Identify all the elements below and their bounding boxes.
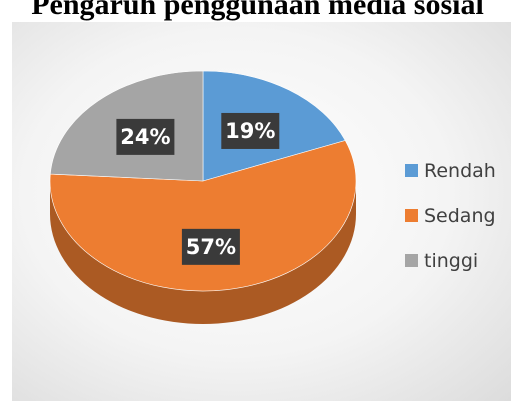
data-label-text: 57% — [186, 235, 236, 259]
data-label-tinggi: 24% — [116, 118, 175, 155]
data-label-box — [116, 118, 175, 155]
legend-label: tinggi — [424, 249, 479, 272]
legend-swatch — [405, 164, 418, 177]
pie-side-sedang — [50, 181, 356, 324]
legend-label: Sedang — [424, 204, 496, 227]
pie-slice-sedang — [49, 140, 357, 292]
chart-title: Pengaruh penggunaan media sosial — [31, 0, 484, 21]
data-label-box — [181, 228, 240, 265]
data-label-text: 24% — [120, 125, 170, 149]
data-label-sedang: 57% — [181, 228, 240, 265]
legend: Rendah Sedang tinggi — [405, 148, 496, 283]
legend-item-rendah: Rendah — [405, 148, 496, 193]
legend-label: Rendah — [424, 159, 496, 182]
data-label-rendah: 19% — [221, 112, 280, 149]
data-label-text: 19% — [225, 119, 275, 143]
legend-swatch — [405, 254, 418, 267]
legend-item-tinggi: tinggi — [405, 238, 496, 283]
legend-swatch — [405, 209, 418, 222]
data-label-box — [221, 112, 280, 149]
legend-item-sedang: Sedang — [405, 193, 496, 238]
